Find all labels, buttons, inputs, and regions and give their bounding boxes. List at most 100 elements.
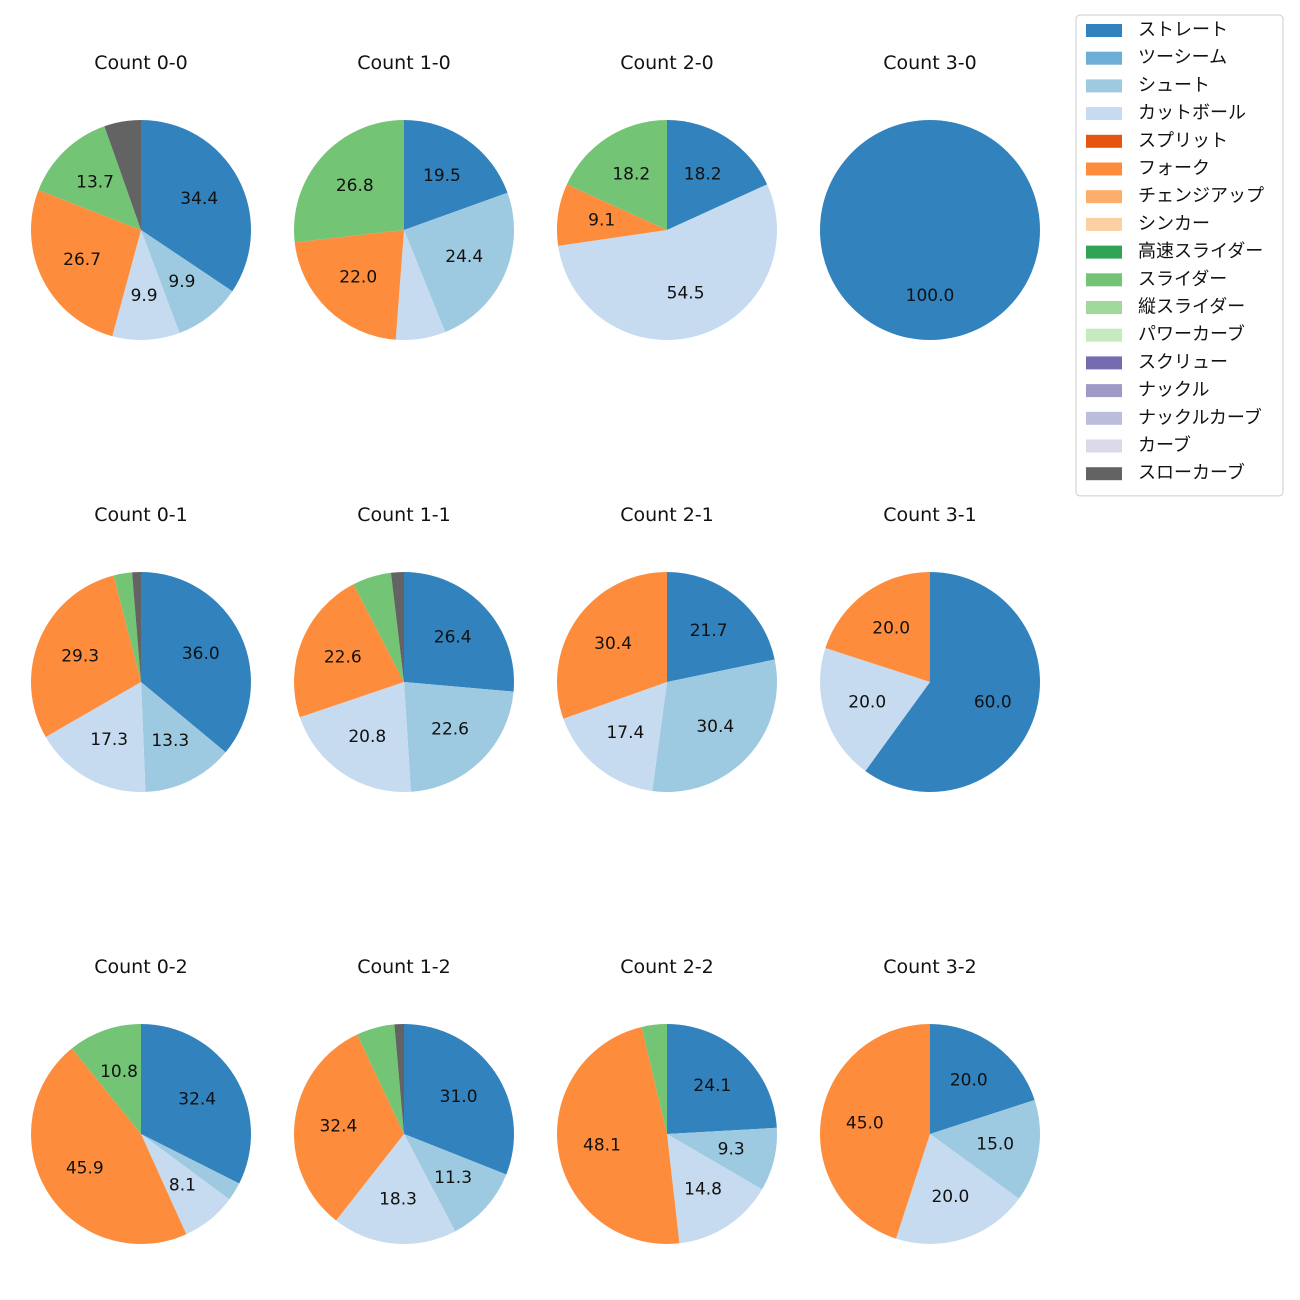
pie-slice-count-2-2-3 xyxy=(556,1026,680,1245)
pie-slice-count-3-2-2 xyxy=(896,1134,1019,1245)
pie-slice-count-0-2-3 xyxy=(31,1048,187,1245)
legend-label: スプリット xyxy=(1138,130,1228,151)
legend: ストレートツーシームシュートカットボールスプリットフォークチェンジアップシンカー… xyxy=(1075,14,1284,497)
pie-title: Count 0-1 xyxy=(94,504,188,526)
slice-label: 60.0 xyxy=(974,692,1012,712)
slice-label: 22.6 xyxy=(431,719,469,739)
slice-label: 20.0 xyxy=(872,619,910,639)
slice-label: 9.1 xyxy=(588,211,615,231)
pie-grid: Count 0-0 34.4 9.9 9.9 26.7 13.7 Count 1-0 19.5… xyxy=(30,52,1041,1245)
pie-slice-count-1-0-3 xyxy=(294,230,404,340)
pie-slice-count-0-2-4 xyxy=(71,1024,141,1134)
pie-slice-count-0-1-3 xyxy=(31,575,142,737)
pie-slice-count-0-2-2 xyxy=(141,1134,230,1235)
pie-slice-count-0-1-0 xyxy=(141,572,252,753)
legend-swatch xyxy=(1086,134,1122,148)
legend-item: ナックル xyxy=(1086,380,1209,401)
slice-label: 31.0 xyxy=(440,1087,478,1107)
pie-title: Count 0-0 xyxy=(94,52,188,74)
slice-label: 20.0 xyxy=(848,692,886,712)
legend-swatch xyxy=(1086,217,1122,231)
pie-slice-count-3-1-2 xyxy=(825,572,930,682)
legend-swatch xyxy=(1086,328,1122,342)
legend-swatch xyxy=(1086,162,1122,176)
pie-count-1-2: Count 1-2 31.0 11.3 18.3 32.4 xyxy=(294,956,515,1245)
legend-label: シュート xyxy=(1138,75,1210,96)
pie-slice-count-1-2-4 xyxy=(357,1024,404,1134)
legend-label: カーブ xyxy=(1138,434,1191,456)
legend-swatch xyxy=(1086,190,1122,204)
pie-slice-count-0-1-1 xyxy=(141,682,226,792)
legend-label: ナックル xyxy=(1138,380,1209,401)
legend-swatch xyxy=(1086,384,1122,398)
slice-label: 13.7 xyxy=(76,173,114,193)
legend-label: フォーク xyxy=(1138,158,1210,179)
legend-item: シンカー xyxy=(1086,213,1210,234)
pie-count-2-2: Count 2-2 24.1 9.3 14.8 48.1 xyxy=(556,956,777,1245)
slice-label: 14.8 xyxy=(684,1179,722,1199)
pie-count-2-1: Count 2-1 21.7 30.4 17.4 30.4 xyxy=(556,504,777,793)
pie-count-3-1: Count 3-1 60.0 20.0 20.0 xyxy=(819,504,1040,792)
pie-slice-count-3-1-1 xyxy=(819,648,930,771)
pie-title: Count 2-2 xyxy=(620,956,714,978)
slice-label: 18.2 xyxy=(684,165,722,185)
pie-slice-count-2-2-1 xyxy=(667,1127,777,1190)
legend-label: スライダー xyxy=(1138,269,1227,290)
slice-label: 26.4 xyxy=(434,627,472,647)
pie-slice-count-2-1-1 xyxy=(652,659,777,793)
pie-slice-count-2-0-0 xyxy=(667,120,768,230)
slice-label: 54.5 xyxy=(667,283,705,303)
legend-label: 縦スライダー xyxy=(1138,297,1245,318)
pie-slice-count-2-0-3 xyxy=(566,120,667,230)
legend-label: チェンジアップ xyxy=(1138,186,1264,207)
pie-slice-count-0-1-2 xyxy=(45,682,146,793)
legend-swatch xyxy=(1086,245,1122,259)
pie-title: Count 3-0 xyxy=(883,52,977,74)
slice-label: 9.9 xyxy=(131,286,158,306)
slice-label: 19.5 xyxy=(423,166,461,186)
pie-slice-count-3-2-3 xyxy=(819,1024,930,1239)
legend-item: カーブ xyxy=(1086,434,1191,456)
slice-label: 26.8 xyxy=(336,176,374,196)
slice-label: 17.3 xyxy=(90,730,128,750)
pie-title: Count 1-0 xyxy=(357,52,451,74)
slice-label: 18.3 xyxy=(379,1190,417,1210)
pie-slice-count-1-1-5 xyxy=(390,572,404,682)
legend-item: スローカーブ xyxy=(1086,462,1245,484)
slice-label: 24.1 xyxy=(693,1076,731,1096)
legend-swatch xyxy=(1086,356,1122,370)
legend-item: 縦スライダー xyxy=(1086,297,1245,318)
pie-slice-count-2-0-1 xyxy=(558,184,778,341)
slice-label: 30.4 xyxy=(594,634,632,654)
slice-label: 13.3 xyxy=(151,731,189,751)
slice-label: 18.2 xyxy=(612,165,650,185)
pie-count-2-0: Count 2-0 18.2 54.5 9.1 18.2 xyxy=(557,52,778,341)
pie-slice-count-3-2-1 xyxy=(930,1100,1041,1199)
pie-title: Count 2-1 xyxy=(620,504,714,526)
legend-item: スライダー xyxy=(1086,269,1227,290)
pie-slice-count-1-2-0 xyxy=(404,1024,515,1175)
pie-slice-count-3-0-0 xyxy=(820,120,1040,340)
pie-slice-count-1-1-4 xyxy=(353,572,404,682)
legend-item: スクリュー xyxy=(1086,352,1228,373)
pie-slice-count-1-1-3 xyxy=(294,584,404,718)
pie-slice-count-0-1-5 xyxy=(132,572,141,682)
pie-slice-count-3-1-0 xyxy=(865,572,1040,792)
legend-swatch xyxy=(1086,107,1122,121)
legend-label: カットボール xyxy=(1138,103,1246,124)
pie-slice-count-1-1-2 xyxy=(299,682,411,792)
pie-slice-count-0-0-0 xyxy=(141,120,252,292)
pie-slice-count-1-0-4 xyxy=(293,119,404,243)
slice-label: 8.1 xyxy=(169,1175,196,1195)
slice-label: 20.0 xyxy=(950,1071,988,1091)
pie-slice-count-0-0-1 xyxy=(141,230,233,334)
slice-label: 30.4 xyxy=(696,717,734,737)
legend-swatch xyxy=(1086,467,1122,481)
pie-slice-count-0-2-0 xyxy=(141,1024,251,1184)
pie-slice-count-0-2-1 xyxy=(141,1134,240,1200)
pie-title: Count 0-2 xyxy=(94,956,188,978)
legend-swatch xyxy=(1086,301,1122,314)
pie-slice-count-0-0-5 xyxy=(104,120,141,230)
slice-label: 32.4 xyxy=(178,1089,216,1109)
pie-count-0-0: Count 0-0 34.4 9.9 9.9 26.7 13.7 xyxy=(30,52,252,340)
